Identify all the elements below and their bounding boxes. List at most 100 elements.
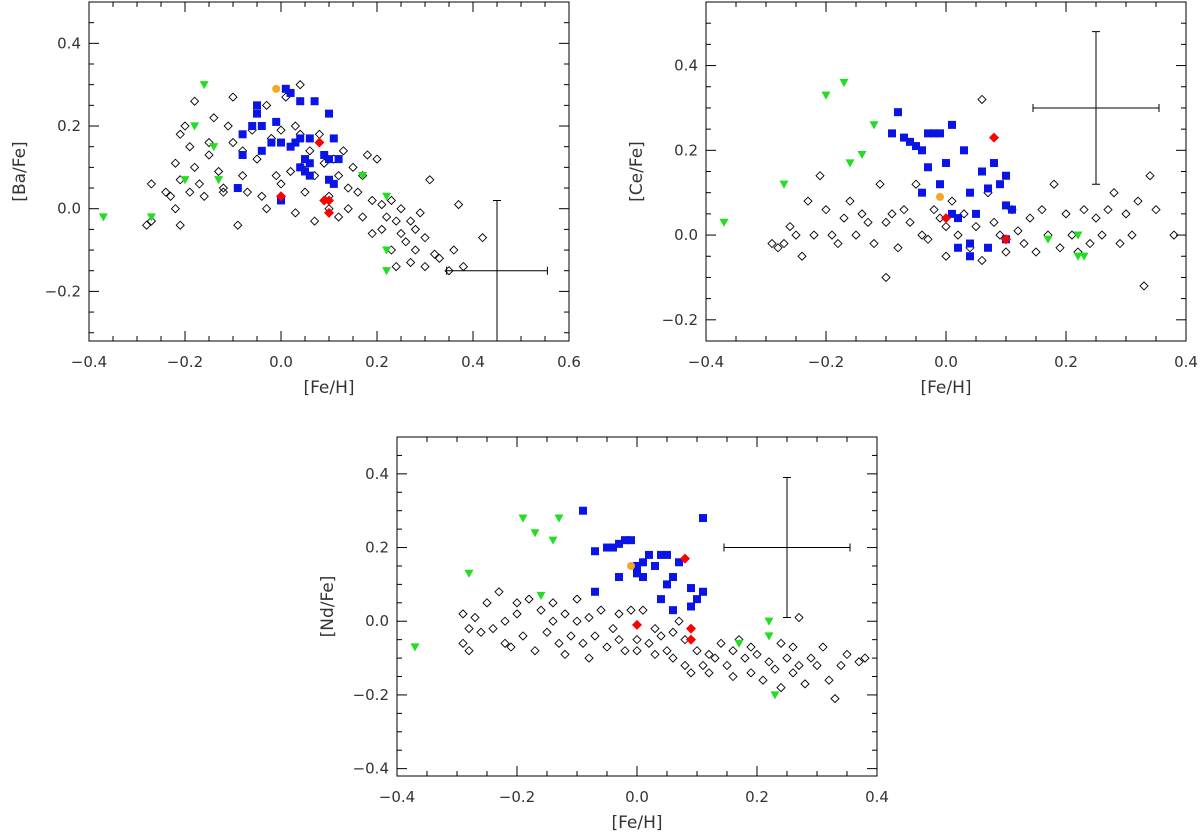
blue-square-point (651, 561, 659, 570)
open-diamond-point (189, 96, 200, 106)
blue-square-point (657, 550, 665, 559)
open-diamond-point (821, 205, 831, 215)
red-diamond-point (989, 132, 999, 143)
green-triangle-point (518, 514, 528, 523)
open-diamond-point (213, 166, 224, 177)
open-diamond-point (746, 642, 756, 652)
blue-square-point (1002, 171, 1010, 180)
green-triangle-point (536, 591, 546, 600)
open-diamond-point (391, 261, 401, 272)
open-diamond-point (716, 638, 726, 648)
open-diamond-point (405, 216, 416, 226)
open-diamond-point (512, 609, 522, 619)
blue-square-point (296, 97, 305, 106)
open-diamond-point (405, 257, 416, 268)
red-diamond-point (680, 553, 690, 564)
open-diamond-point (869, 238, 879, 249)
x-tick-label: 0.0 (625, 788, 649, 806)
open-diamond-point (881, 217, 891, 227)
open-diamond-point (773, 243, 783, 253)
green-triangle-point (719, 218, 729, 227)
green-triangle-point (1073, 231, 1083, 240)
open-diamond-point (1133, 196, 1143, 206)
x-axis-label: [Fe/H] (611, 813, 662, 833)
open-diamond-point (429, 249, 440, 259)
open-diamond-point (1001, 247, 1011, 257)
open-diamond-point (204, 137, 214, 148)
open-diamond-point (482, 598, 492, 608)
open-diamond-point (1085, 238, 1095, 249)
open-diamond-point (257, 191, 267, 201)
open-diamond-point (464, 623, 474, 634)
open-diamond-point (175, 129, 185, 139)
open-diamond-point (839, 213, 849, 223)
y-tick-label: −0.2 (353, 686, 389, 704)
green-triangle-point (98, 213, 108, 222)
open-diamond-point (584, 612, 594, 623)
open-diamond-point (779, 238, 789, 249)
open-diamond-point (290, 121, 301, 131)
open-diamond-point (343, 204, 353, 214)
open-diamond-point (161, 187, 171, 197)
open-diamond-point (295, 80, 305, 90)
blue-square-point (320, 150, 329, 159)
error-bar (723, 477, 851, 619)
open-diamond-point (911, 179, 921, 189)
blue-square-point (900, 133, 908, 142)
green-triangle-point (214, 176, 224, 185)
open-diamond-point (242, 187, 253, 197)
orange-circle-point (936, 192, 944, 201)
blue-square-point (942, 159, 950, 168)
blue-square-point (621, 536, 629, 545)
open-diamond-point (977, 255, 987, 266)
open-diamond-point (338, 146, 349, 156)
blue-square-point (990, 159, 998, 168)
panel-ce: −0.4 −0.2 0.0 0.2 0.4 −0.2 0.0 0.2 0.4 [Fe/H] [Ce/… (627, 1, 1198, 398)
blue-square-point (924, 163, 932, 172)
open-diamond-point (1067, 230, 1077, 240)
open-diamond-point (476, 627, 486, 637)
open-diamond-point (305, 146, 315, 156)
blue-square-point (954, 214, 962, 223)
open-diamond-point (415, 208, 425, 218)
blue-square-point (257, 146, 266, 155)
open-diamond-point (1109, 188, 1119, 198)
open-diamond-point (857, 209, 867, 219)
red-diamond-point (632, 619, 642, 630)
open-diamond-point (650, 649, 660, 660)
green-triangle-point (358, 172, 368, 181)
green-triangle-point (1079, 252, 1089, 261)
open-diamond-point (704, 668, 714, 678)
open-diamond-point (377, 224, 387, 235)
blue-square-point (627, 536, 635, 545)
green-triangle-point (548, 536, 558, 545)
open-diamond-point (827, 230, 837, 240)
green-triangle-point (821, 91, 831, 100)
blue-square-point (305, 159, 314, 168)
open-diamond-point (141, 220, 152, 230)
open-diamond-point (228, 137, 238, 148)
open-diamond-point (794, 660, 804, 671)
open-diamond-point (1151, 205, 1161, 215)
x-axis-label: [Fe/H] (920, 378, 971, 398)
open-diamond-point (218, 183, 229, 193)
open-diamond-point (977, 94, 987, 105)
open-diamond-point (458, 638, 468, 648)
x-tick-label: 0.2 (745, 788, 769, 806)
open-diamond-point (698, 660, 708, 671)
blue-square-point (277, 138, 285, 147)
open-diamond-point (758, 675, 768, 685)
panel-nd: −0.4 −0.2 0.0 0.2 0.4 −0.4 −0.2 0.0 0.2 0.4 [Fe/H]… (318, 436, 889, 833)
y-tick-label: 0.0 (365, 612, 389, 630)
open-diamond-point (180, 121, 190, 131)
open-diamond-point (800, 679, 810, 689)
green-triangle-point (857, 150, 867, 160)
open-diamond-point (947, 196, 957, 206)
blue-square-point (966, 188, 974, 197)
open-diamond-point (309, 216, 320, 226)
open-diamond-point (608, 623, 618, 634)
open-diamond-point (410, 245, 421, 255)
blue-square-point (960, 146, 968, 155)
open-diamond-point (185, 142, 195, 152)
